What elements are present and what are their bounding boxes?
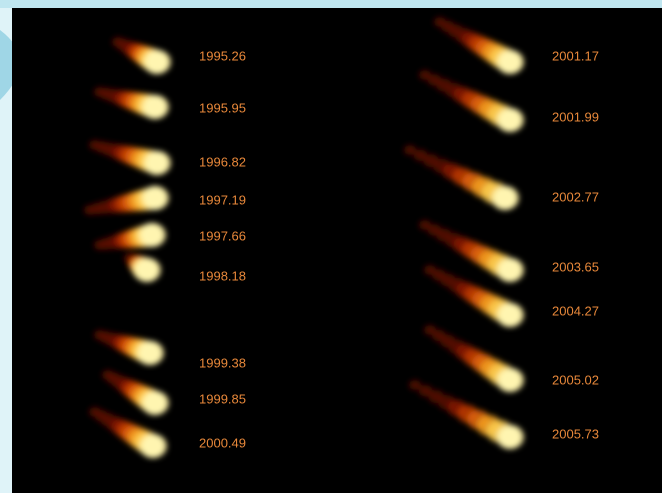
slide: 1995.26 1995.95 1996.82 1997.19 1997.66 1998.…: [0, 0, 662, 493]
epoch-label: 1995.95: [199, 100, 246, 115]
epoch-label: 1998.18: [199, 268, 246, 283]
epoch-label: 2005.73: [552, 426, 599, 441]
jet-core: [144, 391, 166, 415]
top-band: [0, 0, 662, 8]
jet-core: [136, 258, 158, 282]
epoch-label: 1997.66: [199, 228, 246, 243]
epoch-label: 1995.26: [199, 48, 246, 63]
jet-core: [499, 368, 521, 392]
epoch-label: 1996.82: [199, 154, 246, 169]
jet-component: [409, 380, 421, 390]
epoch-label: 2002.77: [552, 189, 599, 204]
image: 1995.26 1995.95 1996.82 1997.19 1997.66 1998.…: [0, 0, 662, 493]
epoch-label: 1997.19: [199, 192, 246, 207]
jet-core: [144, 95, 166, 119]
jet-core: [499, 50, 521, 74]
jet-core: [494, 186, 516, 210]
epoch-label: 1999.38: [199, 355, 246, 370]
jet-core: [146, 151, 168, 175]
jet-core: [499, 303, 521, 327]
epoch-label: 2003.65: [552, 259, 599, 274]
jet-core: [141, 223, 163, 247]
jet-core: [499, 108, 521, 132]
epoch-label: 2004.27: [552, 303, 599, 318]
jet-core: [142, 434, 164, 458]
epoch-label: 2001.17: [552, 48, 599, 63]
epoch-label: 1999.85: [199, 391, 246, 406]
jet-core: [499, 425, 521, 449]
jet-core: [139, 341, 161, 365]
epoch-label: 2000.49: [199, 435, 246, 450]
jet-core: [499, 258, 521, 282]
epoch-label: 2001.99: [552, 109, 599, 124]
jet-core: [144, 186, 166, 210]
jet-core: [146, 50, 168, 74]
epoch-label: 2005.02: [552, 372, 599, 387]
